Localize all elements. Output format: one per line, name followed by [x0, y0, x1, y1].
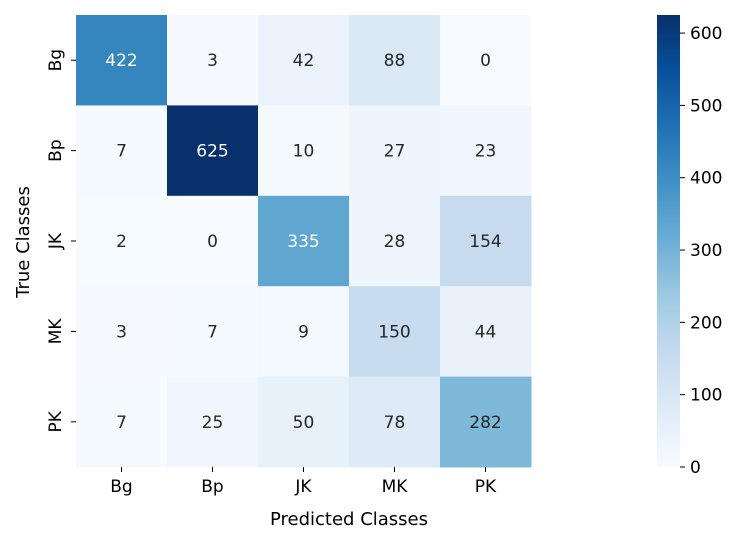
cell-value-label: 7 [116, 142, 127, 162]
cell-value-label: 154 [469, 232, 501, 252]
heatmap-cell [258, 105, 350, 197]
cell-value-label: 2 [116, 232, 127, 252]
heatmap-cell [349, 105, 441, 197]
heatmap-cell [440, 105, 532, 197]
cell-value-label: 422 [105, 51, 137, 71]
cell-value-label: 3 [207, 51, 218, 71]
y-axis-ticks: Bg Bp JK MK PK [46, 49, 76, 433]
cell-value-label: 88 [384, 51, 406, 71]
heatmap-cell-labels: 422 3 42 88 0 7 625 10 27 23 2 0 335 28 154 3 7 9 150 44 7 25… [105, 51, 501, 433]
cell-value-label: 9 [298, 322, 309, 342]
x-tick-label: Bg [110, 477, 132, 497]
x-axis-label: Predicted Classes [270, 509, 428, 530]
cell-value-label: 0 [480, 51, 491, 71]
y-tick-label: JK [46, 232, 66, 250]
heatmap-cell [167, 195, 259, 287]
y-tick-label: MK [46, 318, 66, 345]
heatmap-cell [349, 376, 441, 468]
cell-value-label: 44 [475, 322, 497, 342]
cell-value-label: 78 [384, 413, 406, 433]
cell-value-label: 335 [287, 232, 319, 252]
y-axis-label: True Classes [13, 186, 34, 299]
heatmap-cell [440, 15, 532, 106]
heatmap-cell [258, 376, 350, 468]
colorbar-tick-label: 300 [690, 241, 722, 261]
heatmap-cell [258, 15, 350, 106]
x-axis-ticks: Bg Bp JK MK PK [110, 467, 497, 497]
heatmap-cell [167, 286, 259, 378]
heatmap-cell [167, 376, 259, 468]
cell-value-label: 7 [207, 322, 218, 342]
heatmap-cell [258, 286, 350, 378]
cell-value-label: 23 [475, 142, 497, 162]
colorbar-ticks: 0 100 200 300 400 500 600 [680, 24, 722, 478]
heatmap-cells [76, 15, 532, 468]
cell-value-label: 10 [293, 142, 315, 162]
y-tick-label: Bg [46, 49, 66, 71]
cell-value-label: 7 [116, 413, 127, 433]
x-tick-label: Bp [201, 477, 223, 497]
colorbar [657, 15, 680, 467]
heatmap-cell [76, 286, 168, 378]
heatmap-cell [76, 105, 168, 197]
x-tick-label: MK [382, 477, 409, 497]
colorbar-tick-label: 500 [690, 96, 722, 116]
cell-value-label: 3 [116, 322, 127, 342]
y-tick-label: Bp [46, 139, 66, 161]
cell-value-label: 625 [196, 142, 228, 162]
cell-value-label: 0 [207, 232, 218, 252]
colorbar-tick-label: 0 [690, 458, 701, 478]
cell-value-label: 28 [384, 232, 406, 252]
colorbar-tick-label: 600 [690, 24, 722, 44]
cell-value-label: 25 [202, 413, 224, 433]
x-tick-label: PK [475, 477, 497, 497]
cell-value-label: 27 [384, 142, 406, 162]
cell-value-label: 50 [293, 413, 315, 433]
cell-value-label: 282 [469, 413, 501, 433]
heatmap-cell [76, 376, 168, 468]
heatmap-cell [76, 195, 168, 287]
heatmap-cell [167, 15, 259, 106]
heatmap-cell [440, 286, 532, 378]
heatmap-cell [440, 195, 532, 287]
colorbar-tick-label: 200 [690, 313, 722, 333]
x-tick-label: JK [294, 477, 312, 497]
y-tick-label: PK [46, 410, 66, 432]
heatmap-cell [349, 286, 441, 378]
heatmap-cell [258, 195, 350, 287]
colorbar-tick-label: 100 [690, 386, 722, 406]
heatmap-cell [349, 15, 441, 106]
heatmap-cell [440, 376, 532, 468]
cell-value-label: 150 [378, 322, 410, 342]
heatmap-cell [167, 105, 259, 197]
heatmap-cell [76, 15, 168, 106]
heatmap-cell [349, 195, 441, 287]
colorbar-tick-label: 400 [690, 169, 722, 189]
cell-value-label: 42 [293, 51, 315, 71]
